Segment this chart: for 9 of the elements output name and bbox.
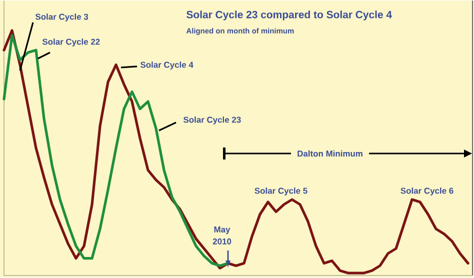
annotation: Solar Cycle 6	[400, 188, 454, 196]
chart-title: Solar Cycle 23 compared to Solar Cycle 4	[186, 10, 392, 21]
text: Solar Cycle 3	[35, 14, 88, 22]
annotation: Solar Cycle 5	[254, 188, 308, 196]
annotation: Solar Cycle 4	[140, 62, 194, 70]
annotation: Solar Cycle 22	[42, 38, 100, 47]
annotation: May 2010	[212, 226, 232, 245]
annotation: Solar Cycle 23	[183, 116, 241, 125]
annotation: Dalton Minimum	[298, 150, 362, 157]
